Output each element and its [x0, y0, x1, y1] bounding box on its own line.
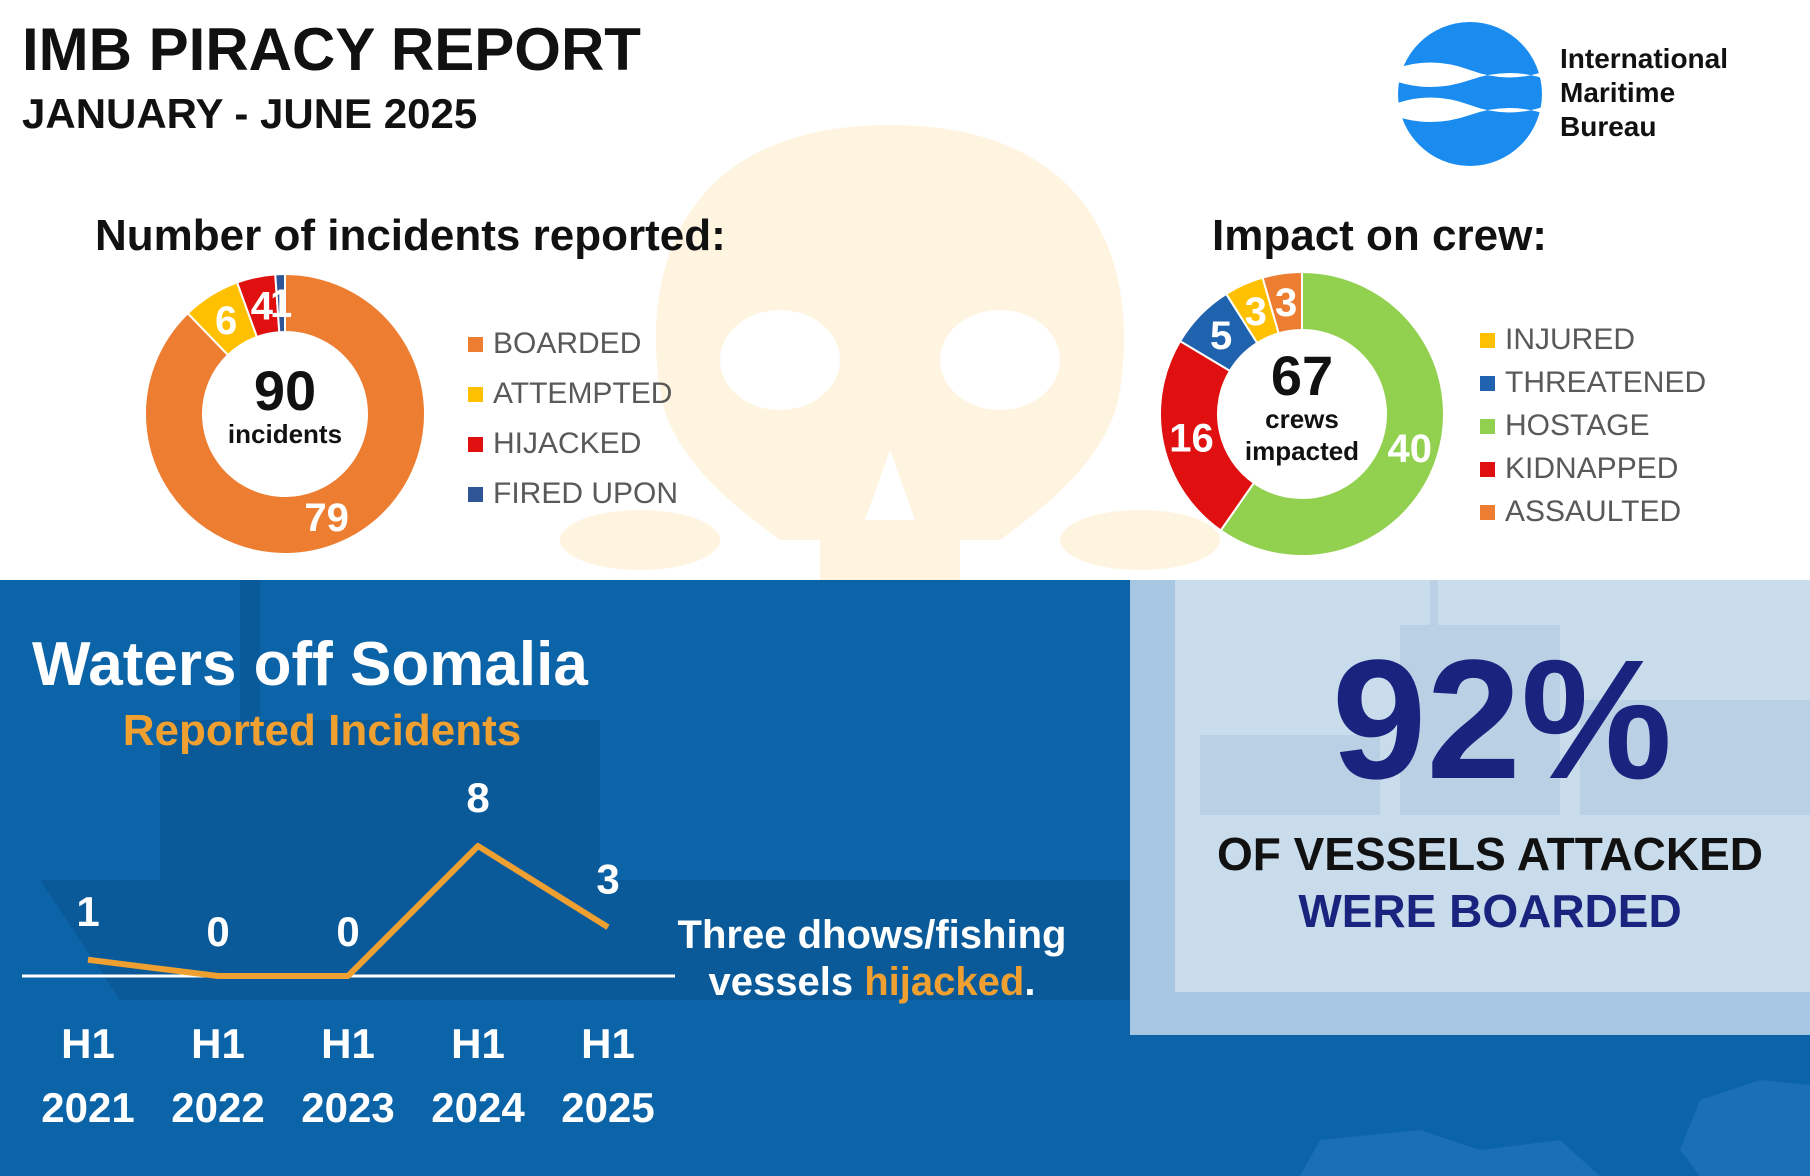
note-word-vessels: vessels	[709, 960, 854, 1004]
data-label-2: 0	[336, 908, 359, 955]
note-suffix: .	[1024, 960, 1035, 1004]
slice-label-injured: 3	[1245, 290, 1267, 334]
note-highlight: hijacked	[864, 960, 1024, 1004]
logo-text-1: International	[1560, 43, 1728, 74]
imb-logo: International Maritime Bureau	[1392, 22, 1728, 166]
somalia-chart-title: Waters off Somalia	[32, 630, 588, 699]
slice-label-hijacked: 4	[251, 284, 274, 328]
legend-swatch-hijacked	[468, 437, 483, 452]
incidents-chart-title: Number of incidents reported:	[95, 211, 726, 260]
incidents-legend: BOARDED ATTEMPTED HIJACKED FIRED UPON	[468, 327, 678, 510]
incidents-donut: 79 6 41	[144, 272, 426, 555]
x-tick-label-period-4: H1	[581, 1020, 635, 1067]
x-tick-label-period-2: H1	[321, 1020, 375, 1067]
legend-label-attempted: ATTEMPTED	[493, 377, 672, 410]
report-title: IMB PIRACY REPORT	[22, 16, 641, 83]
stat-line-1: OF VESSELS ATTACKED	[1217, 828, 1763, 880]
stat-line-2: WERE BOARDED	[1298, 885, 1681, 937]
somalia-note: Three dhows/fishing	[678, 913, 1067, 957]
data-label-1: 0	[206, 908, 229, 955]
legend-label-boarded: BOARDED	[493, 327, 641, 360]
legend-swatch-threatened	[1480, 376, 1495, 391]
x-tick-label-period-1: H1	[191, 1020, 245, 1067]
legend-label-threatened: THREATENED	[1505, 366, 1706, 399]
data-label-3: 8	[466, 774, 489, 821]
x-tick-label-year-3: 2024	[431, 1084, 525, 1131]
x-tick-label-period-3: H1	[451, 1020, 505, 1067]
map-silhouette	[1300, 1080, 1810, 1176]
x-tick-label-year-0: 2021	[41, 1084, 134, 1131]
somalia-note-line-2: vessels hijacked.	[709, 960, 1036, 1004]
slice-boarded	[144, 272, 426, 555]
slice-label-attempted: 6	[215, 299, 237, 343]
slice-label-boarded: 79	[304, 496, 349, 540]
x-tick-label-year-2: 2023	[301, 1084, 394, 1131]
legend-swatch-assaulted	[1480, 505, 1495, 520]
x-tick-label-period-0: H1	[61, 1020, 115, 1067]
crew-center-label-2: impacted	[1245, 436, 1359, 466]
legend-label-fired-upon: FIRED UPON	[493, 477, 678, 510]
data-label-0: 1	[76, 888, 99, 935]
skull-watermark	[560, 125, 1220, 580]
slice-label-kidnapped: 16	[1169, 417, 1214, 461]
logo-emblem	[1398, 22, 1542, 166]
slice-label-assaulted: 3	[1275, 281, 1297, 325]
port-silhouette	[1200, 580, 1810, 815]
series-line	[87, 843, 610, 979]
legend-label-injured: INJURED	[1505, 323, 1635, 356]
logo-wave-1	[1392, 62, 1548, 87]
legend-swatch-attempted	[468, 387, 483, 402]
legend-swatch-boarded	[468, 337, 483, 352]
logo-wave-2	[1392, 97, 1548, 122]
legend-swatch-injured	[1480, 333, 1495, 348]
slice-assaulted	[1261, 270, 1303, 335]
slice-label-fired-upon: 1	[270, 282, 292, 326]
legend-label-assaulted: ASSAULTED	[1505, 495, 1681, 528]
ship-silhouette	[40, 580, 1130, 1000]
slice-label-hostage: 40	[1388, 427, 1433, 471]
somalia-line-chart: 1 H1 2021 0 H1 2022 0 H1 2023 8 H1 2024 3 H1 2025	[41, 774, 654, 1131]
incidents-center-label: incidents	[228, 419, 342, 449]
note-line-1: Three dhows/fishing	[678, 913, 1067, 957]
logo-text-2: Maritime	[1560, 77, 1675, 108]
slice-label-threatened: 5	[1210, 314, 1232, 358]
skull-eyes	[720, 310, 1060, 520]
crew-chart-title: Impact on crew:	[1212, 211, 1547, 260]
slice-fired-upon	[274, 272, 286, 334]
crew-donut: 40 16 53 3	[1159, 270, 1445, 557]
slice-kidnapped	[1159, 339, 1256, 532]
report-subtitle: JANUARY - JUNE 2025	[22, 90, 477, 137]
legend-swatch-fired-upon	[468, 487, 483, 502]
stat-percentage: 92%	[1332, 625, 1672, 815]
x-tick-label-year-4: 2025	[561, 1084, 654, 1131]
data-label-4: 3	[596, 855, 619, 902]
legend-label-kidnapped: KIDNAPPED	[1505, 452, 1678, 485]
slice-hostage	[1219, 270, 1445, 557]
legend-swatch-hostage	[1480, 419, 1495, 434]
incidents-center-value: 90	[254, 359, 316, 422]
legend-label-hijacked: HIJACKED	[493, 427, 641, 460]
legend-label-hostage: HOSTAGE	[1505, 409, 1649, 442]
logo-text-3: Bureau	[1560, 111, 1656, 142]
legend-swatch-kidnapped	[1480, 462, 1495, 477]
somalia-chart-subtitle: Reported Incidents	[123, 706, 522, 755]
crew-legend: INJURED THREATENED HOSTAGE KIDNAPPED ASSAULT…	[1480, 323, 1706, 528]
x-tick-label-year-1: 2022	[171, 1084, 264, 1131]
crew-center-value: 67	[1271, 344, 1333, 407]
crew-center-label-1: crews	[1265, 404, 1339, 434]
